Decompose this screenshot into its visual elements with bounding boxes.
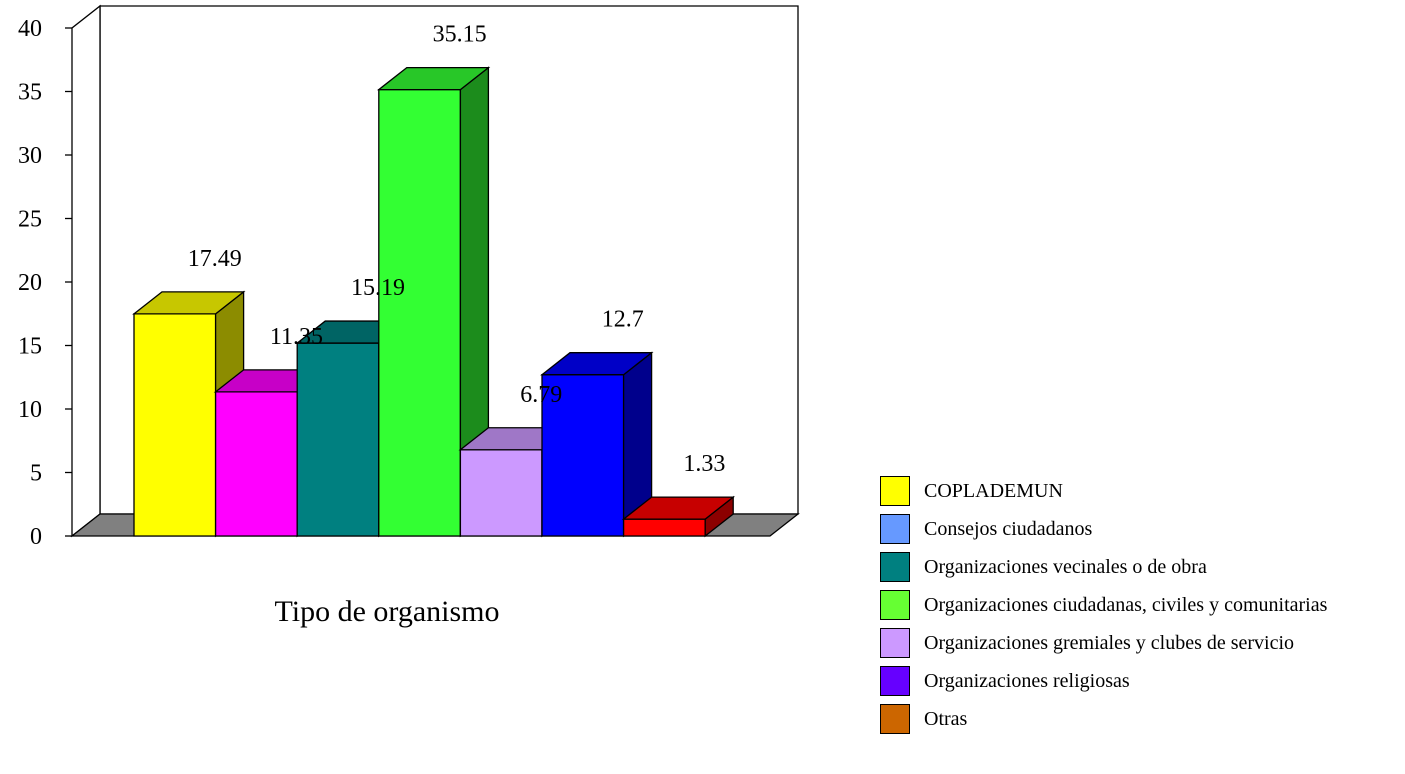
bar-top [376,66,491,91]
legend-swatch [880,552,910,582]
bar-front [622,518,706,537]
data-label: 12.7 [602,307,644,333]
legend-swatch [880,514,910,544]
data-label: 17.49 [188,246,242,272]
y-tick-label: 40 [18,16,42,42]
bar [621,495,736,538]
legend-label: Organizaciones gremiales y clubes de ser… [924,631,1295,654]
y-tick-label: 20 [18,270,42,296]
data-labels: 17.49 11.35 15.19 35.15 6.79 12.7 1.33 [188,22,726,478]
bar-front [378,88,462,537]
y-tick-label: 0 [30,524,42,550]
bar-front [296,342,380,537]
y-tick-label: 10 [18,397,42,423]
legend-swatch [880,704,910,734]
data-label: 6.79 [520,382,562,408]
legend-label: Organizaciones ciudadanas, civiles y com… [924,593,1328,616]
side-wall [71,4,101,538]
legend-item: Organizaciones gremiales y clubes de ser… [880,626,1400,660]
bar-front [214,391,298,537]
bar-front [133,313,217,537]
bars [132,66,736,538]
legend-item: Organizaciones ciudadanas, civiles y com… [880,588,1400,622]
legend-swatch [880,590,910,620]
legend-label: Organizaciones vecinales o de obra [924,555,1207,578]
bar-top [621,496,736,520]
x-axis-title: Tipo de organismo [274,595,499,628]
legend-label: Organizaciones religiosas [924,669,1130,692]
legend-item: Otras [880,702,1400,736]
y-tick-label: 15 [18,334,42,360]
bar [540,351,654,538]
y-tick-label: 5 [30,461,42,487]
data-label: 11.35 [270,324,323,350]
legend-label: Consejos ciudadanos [924,517,1093,540]
bar-top [132,291,246,315]
bar-top [540,352,654,376]
legend-item: Consejos ciudadanos [880,512,1400,546]
data-label: 35.15 [433,22,487,48]
y-tick-label: 25 [18,207,42,233]
legend-swatch [880,476,910,506]
legend-label: Otras [924,707,968,730]
legend-swatch [880,628,910,658]
y-axis: 0 5 10 15 20 25 30 35 40 [18,16,72,550]
legend-item: Organizaciones vecinales o de obra [880,550,1400,584]
legend-item: COPLADEMUN [880,474,1400,508]
legend: COPLADEMUN Consejos ciudadanos Organizacio… [880,474,1400,740]
y-tick-label: 30 [18,143,42,169]
data-label: 15.19 [351,275,405,301]
bar-front [459,449,543,537]
bar [376,66,491,538]
data-label: 1.33 [683,451,725,477]
legend-swatch [880,666,910,696]
legend-item: Organizaciones religiosas [880,664,1400,698]
y-tick-label: 35 [18,80,42,106]
legend-label: COPLADEMUN [924,479,1063,502]
